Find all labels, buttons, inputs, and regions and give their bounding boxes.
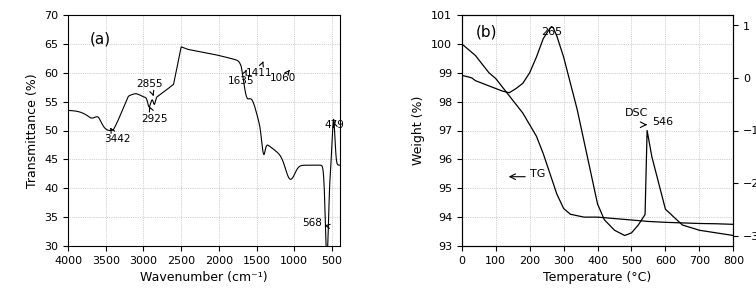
X-axis label: Wavenumber (cm⁻¹): Wavenumber (cm⁻¹) xyxy=(140,271,268,284)
Y-axis label: Transmittance (%): Transmittance (%) xyxy=(26,73,39,188)
Text: 265: 265 xyxy=(541,27,562,37)
Text: 1060: 1060 xyxy=(270,70,296,83)
Text: (a): (a) xyxy=(90,31,111,46)
Text: TG: TG xyxy=(530,169,545,179)
Text: 2925: 2925 xyxy=(141,107,168,124)
Text: (b): (b) xyxy=(476,24,497,39)
Text: 568: 568 xyxy=(302,218,330,228)
Text: 2855: 2855 xyxy=(136,79,163,95)
Text: 1635: 1635 xyxy=(228,71,255,86)
Text: 546: 546 xyxy=(652,117,673,127)
Text: 479: 479 xyxy=(324,120,345,130)
Text: 3442: 3442 xyxy=(104,128,130,144)
X-axis label: Temperature (°C): Temperature (°C) xyxy=(544,271,652,284)
Text: 1411: 1411 xyxy=(246,62,272,78)
Y-axis label: Weight (%): Weight (%) xyxy=(413,96,426,165)
Text: DSC: DSC xyxy=(624,108,648,118)
